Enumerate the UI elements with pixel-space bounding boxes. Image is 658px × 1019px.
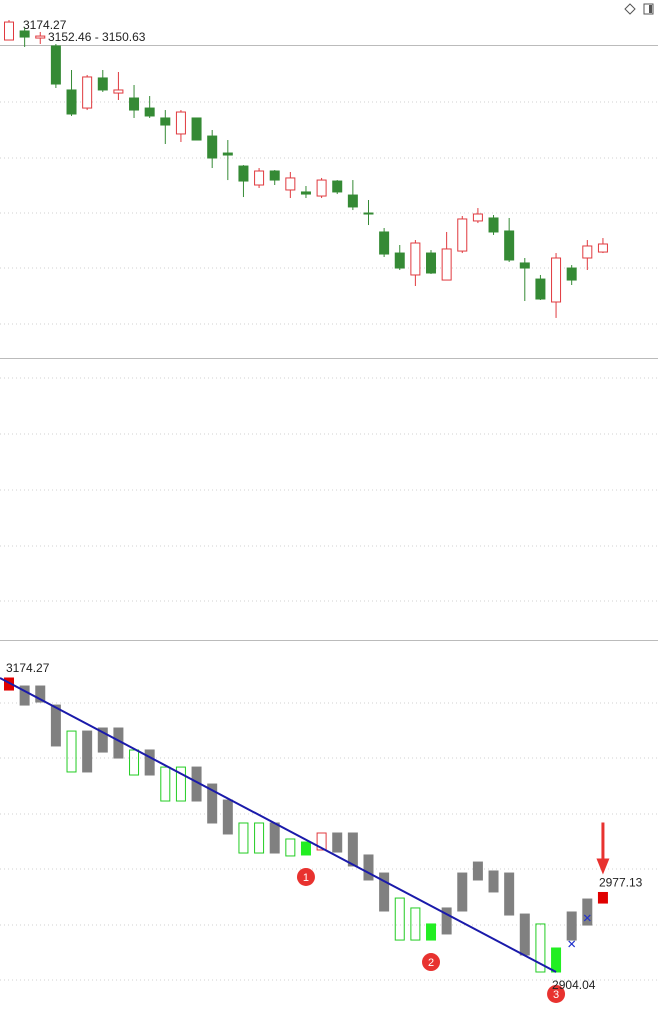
range-bar: [347, 832, 358, 867]
candle-body: [441, 248, 452, 281]
range-bar: [582, 898, 593, 926]
range-bar: [363, 854, 374, 881]
range-bar: [551, 947, 562, 973]
candle-body: [316, 179, 327, 197]
candle-body: [269, 170, 280, 181]
marker-circle: [422, 953, 441, 972]
window-icon[interactable]: [643, 3, 654, 15]
candle-body: [144, 107, 155, 117]
range-bar: [379, 872, 390, 912]
candle-body: [82, 76, 93, 109]
panel-frame: [0, 45, 658, 981]
candle-body: [457, 218, 468, 252]
candle-body: [19, 30, 30, 38]
range-bar: [410, 907, 421, 941]
cross-mark: [583, 914, 591, 922]
range-bar: [238, 822, 249, 854]
range-bar: [144, 749, 155, 776]
range-bar: [254, 822, 265, 854]
high-label: 3174.27: [23, 18, 67, 32]
range-bar: [504, 872, 515, 916]
diamond-icon[interactable]: [624, 3, 636, 15]
candle-body: [488, 217, 499, 233]
candle-body: [238, 165, 249, 182]
candle-body: [207, 135, 218, 159]
candle-body: [582, 245, 593, 259]
value-label: 2977.13: [599, 875, 643, 889]
candle-body: [97, 77, 108, 91]
marker-label: 1: [303, 872, 309, 884]
range-bar: [394, 897, 405, 941]
range-bar: [472, 861, 483, 881]
range-bar: [535, 923, 546, 973]
marker-label: 2: [428, 957, 434, 969]
candle-body: [363, 212, 374, 215]
candle-body: [66, 89, 77, 115]
range-bar: [488, 870, 499, 893]
candle-body: [175, 111, 186, 135]
candle-body: [566, 267, 577, 281]
range-bar: [207, 783, 218, 824]
candle-body: [191, 117, 202, 141]
candle-body: [519, 262, 530, 269]
range-bar: [441, 907, 452, 935]
candle-body: [347, 194, 358, 208]
candle-body: [129, 97, 140, 111]
range-bar: [35, 685, 46, 703]
candle-body: [113, 89, 124, 94]
marker-circle: [296, 867, 315, 886]
range-bar: [597, 891, 608, 904]
candle-body: [222, 152, 233, 156]
candle-body: [504, 230, 515, 261]
range-bar: [82, 730, 93, 773]
candle-body: [410, 242, 421, 276]
range-bar: [175, 766, 186, 802]
candle-body: [394, 252, 405, 269]
candle-body: [472, 213, 483, 222]
candle-body: [535, 278, 546, 300]
range-bar: [19, 685, 30, 706]
candle-body: [426, 252, 437, 274]
candle-body: [50, 45, 61, 85]
range-bar: [285, 838, 296, 857]
range-bar: [97, 727, 108, 753]
high-label: 3174.27: [6, 661, 50, 675]
marker-label: 3: [553, 989, 559, 1001]
candle-body: [160, 117, 171, 126]
window-icon-fill: [649, 5, 652, 13]
range-bar: [457, 872, 468, 912]
range-bar: [316, 832, 327, 851]
candle-body: [285, 177, 296, 191]
range-bar: [66, 730, 77, 773]
candle-body: [551, 257, 562, 303]
range-bar: [426, 923, 437, 941]
range-bar: [129, 749, 140, 776]
trend-line: [0, 677, 557, 973]
range-bar: [160, 766, 171, 802]
candle-body: [254, 170, 265, 186]
arrow: [596, 822, 610, 875]
candle-body: [379, 231, 390, 255]
cross-mark: [568, 940, 576, 948]
candle-body: [300, 191, 311, 195]
range-bar: [519, 913, 530, 956]
range-bar: [222, 799, 233, 835]
candle-body: [4, 21, 14, 41]
range-bar: [300, 841, 311, 856]
toolbar-icons[interactable]: [624, 3, 654, 15]
range-bar: [566, 911, 577, 941]
range-bar: [332, 832, 343, 853]
candle-body: [35, 35, 46, 39]
candle-body: [332, 180, 343, 193]
marker-circle: [547, 984, 566, 1003]
price-readout: 3152.46 - 3150.63: [48, 30, 146, 44]
candle-body: [597, 243, 608, 253]
range-bar: [50, 704, 61, 747]
range-bar: [269, 822, 280, 854]
value-label: 2904.04: [552, 978, 596, 992]
